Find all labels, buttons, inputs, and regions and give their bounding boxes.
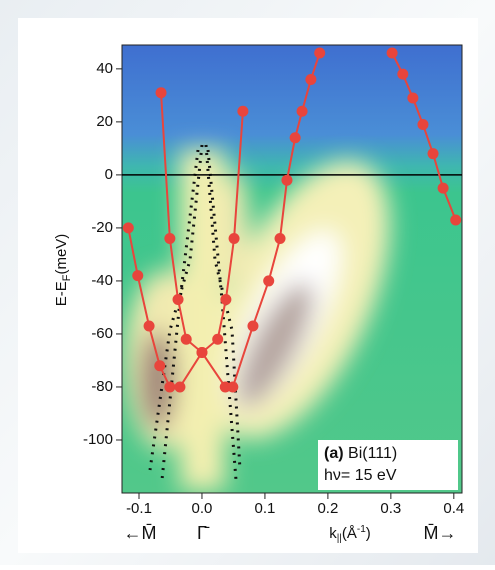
data-point xyxy=(263,275,275,287)
ticks: 40 20 0 -20 -40 -60 -80 -100 -0.1 0.0 0.1 0.2 0.3 0.4 xyxy=(83,60,464,517)
data-point xyxy=(305,73,317,85)
y-tick-label: -80 xyxy=(91,378,113,395)
x-tick-label: -0.1 xyxy=(126,500,152,517)
data-point xyxy=(212,333,224,345)
y-tick-label: -100 xyxy=(83,431,113,448)
data-point xyxy=(122,222,134,234)
map-band xyxy=(180,150,225,490)
annotation-box xyxy=(318,440,458,490)
data-point xyxy=(196,347,208,359)
data-point xyxy=(220,293,232,305)
y-label-part: (meV) xyxy=(53,234,70,275)
x-label-sub: || xyxy=(337,533,342,544)
x-axis-label: k||(Å-1) xyxy=(329,524,371,544)
data-point xyxy=(164,233,176,245)
data-point xyxy=(427,148,439,160)
x-label-part: (Å xyxy=(342,525,357,542)
direction-label: ←M̄ xyxy=(124,523,157,543)
y-tick-label: -60 xyxy=(91,325,113,342)
data-point xyxy=(155,87,167,99)
annotation-label: (a) xyxy=(324,445,344,462)
y-tick-label: 0 xyxy=(105,166,113,183)
annotation-sample: Bi(111) xyxy=(348,445,397,462)
data-point xyxy=(417,119,429,131)
data-point xyxy=(172,293,184,305)
y-label-part: E-E xyxy=(53,281,70,306)
y-tick-label: -40 xyxy=(91,272,113,289)
data-point xyxy=(237,105,249,117)
data-point xyxy=(437,182,449,194)
map-core xyxy=(236,282,314,408)
data-point xyxy=(143,320,155,332)
x-label-part: ) xyxy=(366,525,371,542)
data-point xyxy=(247,320,259,332)
plot-frame xyxy=(121,44,463,494)
data-point xyxy=(407,92,419,104)
data-point xyxy=(386,47,398,59)
y-tick-label: -20 xyxy=(91,219,113,236)
data-point xyxy=(281,174,293,186)
data-point xyxy=(274,233,286,245)
x-tick-label: 0.1 xyxy=(254,500,275,517)
intensity-map xyxy=(122,45,462,493)
direction-label: M̄→ xyxy=(424,523,457,543)
data-point xyxy=(132,270,144,282)
data-point xyxy=(219,381,231,393)
data-point xyxy=(154,360,166,372)
data-point xyxy=(227,381,239,393)
data-point xyxy=(180,333,192,345)
map-core xyxy=(140,330,176,430)
x-tick-label: 0.4 xyxy=(443,500,464,517)
data-point xyxy=(450,214,462,226)
annotation-energy: hν= 15 eV xyxy=(324,467,397,484)
y-tick-label: 20 xyxy=(96,113,113,130)
x-tick-label: 0.3 xyxy=(380,500,401,517)
data-point xyxy=(164,381,176,393)
data-point xyxy=(397,68,409,80)
series-layer xyxy=(122,47,462,393)
data-point xyxy=(289,132,301,144)
x-tick-label: 0.2 xyxy=(317,500,338,517)
annotation: (a) Bi(111) xyxy=(324,445,397,462)
x-tick-label: 0.0 xyxy=(192,500,213,517)
x-label-sup: -1 xyxy=(357,524,366,535)
data-point xyxy=(174,381,186,393)
x-label-part: k xyxy=(329,525,337,542)
data-point xyxy=(296,105,308,117)
data-point xyxy=(228,233,240,245)
y-tick-label: 40 xyxy=(96,60,113,77)
y-axis-label: E-EF(meV) xyxy=(53,234,73,307)
y-label-sub: F xyxy=(61,274,73,281)
dotted-band xyxy=(204,144,242,471)
data-point xyxy=(314,47,326,59)
direction-label: Γ̄ xyxy=(197,523,210,543)
